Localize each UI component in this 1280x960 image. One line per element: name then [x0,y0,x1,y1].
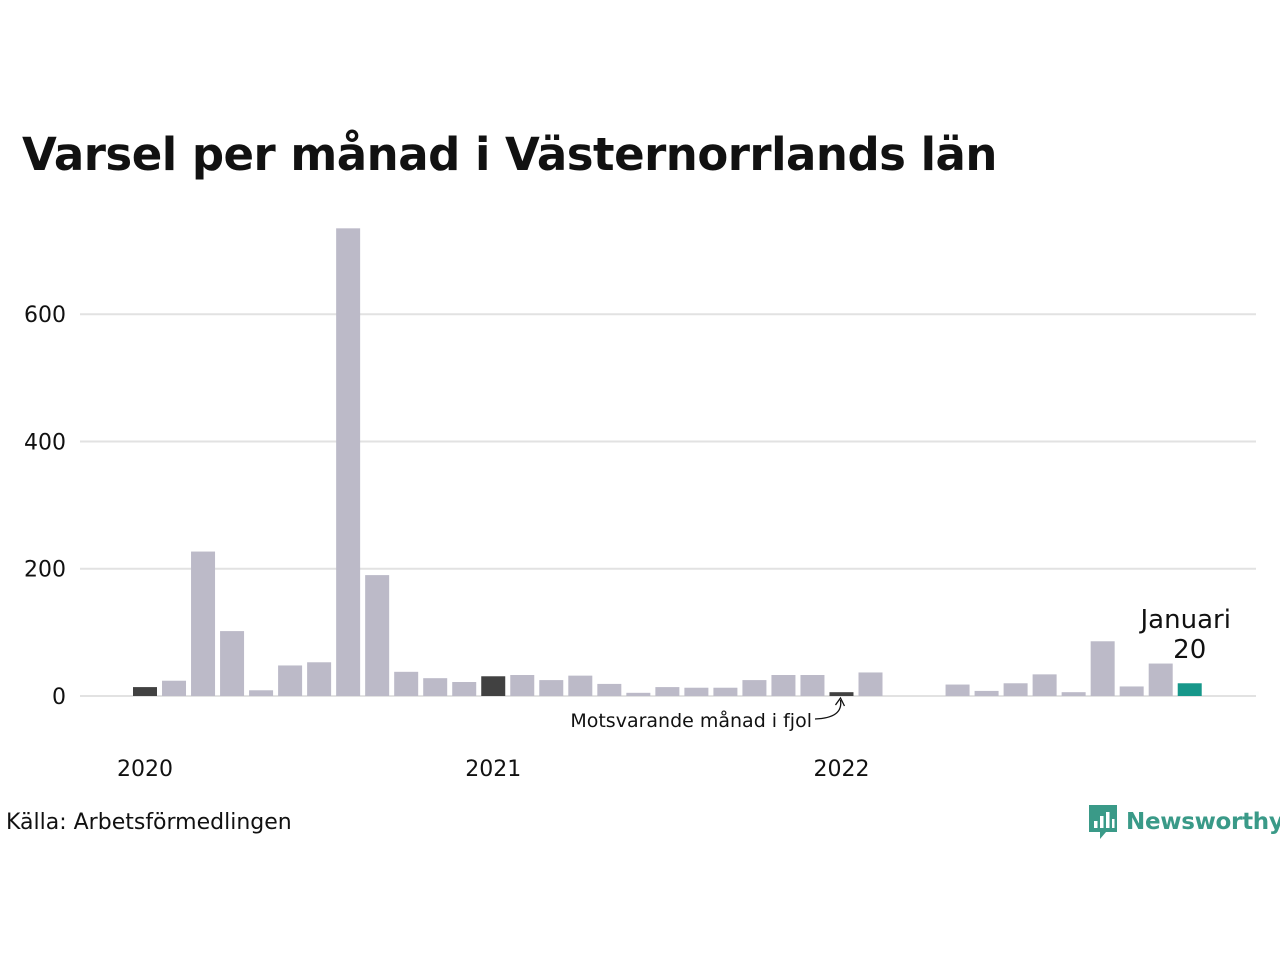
bar-2021-12 [800,675,825,696]
y-tick-label: 600 [24,303,66,328]
bar-2022-02 [858,672,883,696]
bar-2022-11 [1119,686,1144,696]
bar-2020-11 [423,678,448,696]
bar-2021-05 [597,683,622,696]
bar-2020-09 [365,575,390,696]
annotation-arrow [814,699,842,720]
bar-2021-02 [510,675,535,696]
bar-2022-08 [1032,674,1057,696]
bar-2022-07 [1003,683,1028,696]
brand-logo: Newsworthy [1088,804,1280,840]
bar-2020-12 [452,682,477,696]
current-month-label: Januari [1139,605,1231,635]
bar-chart: 0 200 400 600 2020 2021 2022 Motsvarande måna… [24,228,1256,782]
bar-2022-09 [1061,692,1086,696]
x-tick-label: 2020 [117,757,173,782]
bars [133,228,1202,696]
annotation-arrowhead [834,696,846,707]
bar-2020-06 [278,665,303,696]
bar-2021-04 [568,675,593,696]
bar-2020-05 [249,690,274,696]
bar-2021-06 [626,692,651,696]
bar-2021-08 [684,687,709,696]
bar-2021-03 [539,680,564,696]
bar-2021-10 [742,680,767,696]
bar-2020-07 [307,662,332,696]
bar-2021-11 [771,675,796,696]
bar-2021-09 [713,687,738,696]
bar-2020-02 [162,680,187,696]
bar-2023-01 [1177,683,1202,696]
bar-2022-12 [1148,663,1173,696]
bar-2020-10 [394,671,419,696]
current-value-label: 20 [1173,635,1206,665]
y-tick-label: 0 [52,685,66,710]
bar-2022-10 [1090,641,1115,696]
bar-2022-05 [945,684,970,696]
bar-2021-01 [481,676,506,696]
x-axis-ticks: 2020 2021 2022 [117,757,869,782]
annotation-text: Motsvarande månad i fjol [570,709,812,732]
grid-lines [80,313,1256,697]
y-tick-label: 400 [24,430,66,455]
bar-2020-08 [336,228,361,696]
bar-2021-07 [655,687,680,696]
x-tick-label: 2022 [813,757,869,782]
y-tick-label: 200 [24,558,66,583]
bar-2022-01 [829,692,854,696]
chart-title: Varsel per månad i Västernorrlands län [22,128,997,181]
source-note: Källa: Arbetsförmedlingen [6,810,292,835]
newsworthy-logo-icon [1089,805,1117,839]
bar-2020-04 [220,631,245,696]
bar-2020-03 [191,551,216,696]
brand-name: Newsworthy [1126,809,1280,835]
bar-2020-01 [133,687,157,696]
y-axis-ticks: 0 200 400 600 [24,303,66,710]
bar-2022-06 [974,690,999,696]
x-tick-label: 2021 [465,757,521,782]
